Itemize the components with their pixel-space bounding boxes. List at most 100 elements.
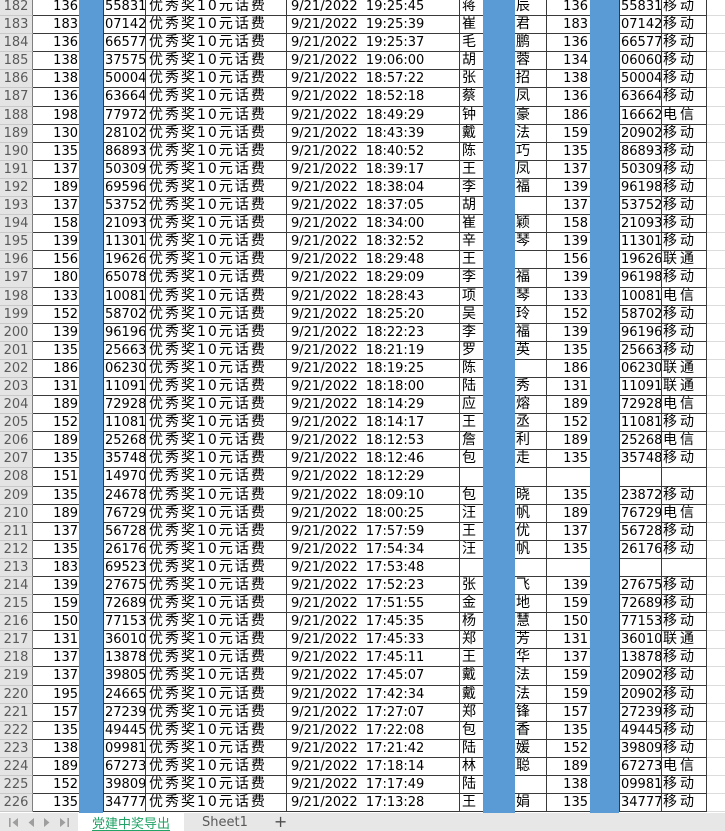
phone1-suffix-cell[interactable]: 77972: [104, 106, 146, 125]
datetime-cell[interactable]: 9/21/2022 17:22:08: [287, 721, 460, 740]
phone2-prefix-cell[interactable]: 135: [547, 540, 620, 559]
prize-cell[interactable]: 优秀奖10元话费: [146, 595, 287, 614]
phone1-prefix-cell[interactable]: 183: [33, 558, 104, 577]
phone2-prefix-cell[interactable]: 183: [547, 16, 620, 35]
phone1-suffix-cell[interactable]: 10081: [104, 287, 146, 306]
phone2-prefix-cell[interactable]: 157: [547, 703, 620, 722]
prize-cell[interactable]: 优秀奖10元话费: [146, 323, 287, 342]
datetime-cell[interactable]: 9/21/2022 17:52:23: [287, 577, 460, 596]
empty-cell[interactable]: [707, 631, 725, 650]
prize-cell[interactable]: 优秀奖10元话费: [146, 34, 287, 53]
carrier-cell[interactable]: 电信: [662, 432, 707, 451]
row-header[interactable]: 203: [0, 377, 33, 397]
carrier-cell[interactable]: 电信: [662, 287, 707, 306]
prize-cell[interactable]: 优秀奖10元话费: [146, 269, 287, 288]
carrier-cell[interactable]: 移动: [662, 540, 707, 559]
datetime-cell[interactable]: 9/21/2022 18:28:43: [287, 287, 460, 306]
phone1-suffix-cell[interactable]: 11081: [104, 414, 146, 433]
carrier-cell[interactable]: 移动: [662, 703, 707, 722]
phone2-prefix-cell[interactable]: 137: [547, 649, 620, 668]
phone2-suffix-cell[interactable]: 09981: [620, 776, 662, 795]
datetime-cell[interactable]: 9/21/2022 18:25:20: [287, 305, 460, 324]
phone2-suffix-cell[interactable]: 25268: [620, 432, 662, 451]
phone1-prefix-cell[interactable]: 180: [33, 269, 104, 288]
datetime-cell[interactable]: 9/21/2022 17:18:14: [287, 757, 460, 777]
prize-cell[interactable]: 优秀奖10元话费: [146, 287, 287, 306]
phone2-prefix-cell[interactable]: 136: [547, 0, 620, 17]
phone1-prefix-cell[interactable]: 159: [33, 595, 104, 614]
empty-cell[interactable]: [707, 125, 725, 143]
phone2-prefix-cell[interactable]: 134: [547, 52, 620, 71]
phone2-suffix-cell[interactable]: 06230: [620, 359, 662, 378]
phone2-prefix-cell[interactable]: 135: [547, 142, 620, 161]
prize-cell[interactable]: 优秀奖10元话费: [146, 0, 287, 17]
phone1-suffix-cell[interactable]: 11301: [104, 233, 146, 252]
datetime-cell[interactable]: 9/21/2022 18:32:52: [287, 233, 460, 252]
phone1-suffix-cell[interactable]: 69523: [104, 558, 146, 577]
prize-cell[interactable]: 优秀奖10元话费: [146, 52, 287, 71]
carrier-cell[interactable]: 移动: [662, 34, 707, 53]
phone1-prefix-cell[interactable]: 131: [33, 377, 104, 397]
phone1-prefix-cell[interactable]: 138: [33, 52, 104, 71]
phone2-suffix-cell[interactable]: 16662: [620, 106, 662, 125]
phone2-prefix-cell[interactable]: 152: [547, 305, 620, 324]
empty-cell[interactable]: [707, 468, 725, 487]
phone2-suffix-cell[interactable]: 58702: [620, 305, 662, 324]
phone2-suffix-cell[interactable]: [620, 468, 662, 487]
empty-cell[interactable]: [707, 306, 725, 324]
phone2-prefix-cell[interactable]: 139: [547, 233, 620, 252]
phone2-prefix-cell[interactable]: 139: [547, 323, 620, 342]
phone2-prefix-cell[interactable]: 186: [547, 106, 620, 125]
row-header[interactable]: 207: [0, 450, 33, 469]
phone1-prefix-cell[interactable]: 137: [33, 649, 104, 668]
row-header[interactable]: 183: [0, 16, 33, 35]
row-header[interactable]: 221: [0, 703, 33, 722]
carrier-cell[interactable]: 联通: [662, 359, 707, 378]
phone2-prefix-cell[interactable]: 152: [547, 739, 620, 758]
empty-cell[interactable]: [707, 595, 725, 614]
phone2-suffix-cell[interactable]: 23872: [620, 486, 662, 505]
phone2-suffix-cell[interactable]: 72928: [620, 396, 662, 415]
phone2-prefix-cell[interactable]: 133: [547, 287, 620, 306]
prize-cell[interactable]: 优秀奖10元话费: [146, 667, 287, 686]
phone1-suffix-cell[interactable]: 77153: [104, 613, 146, 632]
phone2-suffix-cell[interactable]: 56728: [620, 522, 662, 541]
row-header[interactable]: 205: [0, 414, 33, 433]
carrier-cell[interactable]: 移动: [662, 70, 707, 89]
prize-cell[interactable]: 优秀奖10元话费: [146, 178, 287, 198]
row-header[interactable]: 217: [0, 631, 33, 650]
phone2-suffix-cell[interactable]: 76729: [620, 504, 662, 523]
row-header[interactable]: 188: [0, 106, 33, 125]
phone1-prefix-cell[interactable]: 137: [33, 160, 104, 179]
row-header[interactable]: 186: [0, 70, 33, 89]
carrier-cell[interactable]: 移动: [662, 233, 707, 252]
phone2-prefix-cell[interactable]: 159: [547, 667, 620, 686]
phone2-prefix-cell[interactable]: 159: [547, 124, 620, 143]
prize-cell[interactable]: 优秀奖10元话费: [146, 197, 287, 216]
prize-cell[interactable]: 优秀奖10元话费: [146, 88, 287, 107]
carrier-cell[interactable]: 电信: [662, 106, 707, 125]
phone2-suffix-cell[interactable]: 35748: [620, 450, 662, 469]
row-header[interactable]: 208: [0, 468, 33, 487]
row-header[interactable]: 226: [0, 794, 33, 813]
prize-cell[interactable]: 优秀奖10元话费: [146, 577, 287, 596]
phone1-suffix-cell[interactable]: 27675: [104, 577, 146, 596]
prize-cell[interactable]: 优秀奖10元话费: [146, 486, 287, 505]
empty-cell[interactable]: [707, 722, 725, 740]
phone2-prefix-cell[interactable]: 135: [547, 450, 620, 469]
empty-cell[interactable]: [707, 143, 725, 161]
empty-cell[interactable]: [707, 523, 725, 541]
row-header[interactable]: 204: [0, 396, 33, 415]
phone2-prefix-cell[interactable]: 135: [547, 721, 620, 740]
phone1-suffix-cell[interactable]: 55831: [104, 0, 146, 17]
prize-cell[interactable]: 优秀奖10元话费: [146, 106, 287, 125]
row-header[interactable]: 191: [0, 160, 33, 179]
prize-cell[interactable]: 优秀奖10元话费: [146, 703, 287, 722]
name-cell[interactable]: 王凤: [460, 160, 547, 179]
carrier-cell[interactable]: 移动: [662, 577, 707, 596]
phone1-suffix-cell[interactable]: 07142: [104, 16, 146, 35]
carrier-cell[interactable]: 移动: [662, 124, 707, 143]
phone2-suffix-cell[interactable]: 21093: [620, 215, 662, 234]
phone2-prefix-cell[interactable]: 138: [547, 776, 620, 795]
phone2-suffix-cell[interactable]: 20902: [620, 667, 662, 686]
